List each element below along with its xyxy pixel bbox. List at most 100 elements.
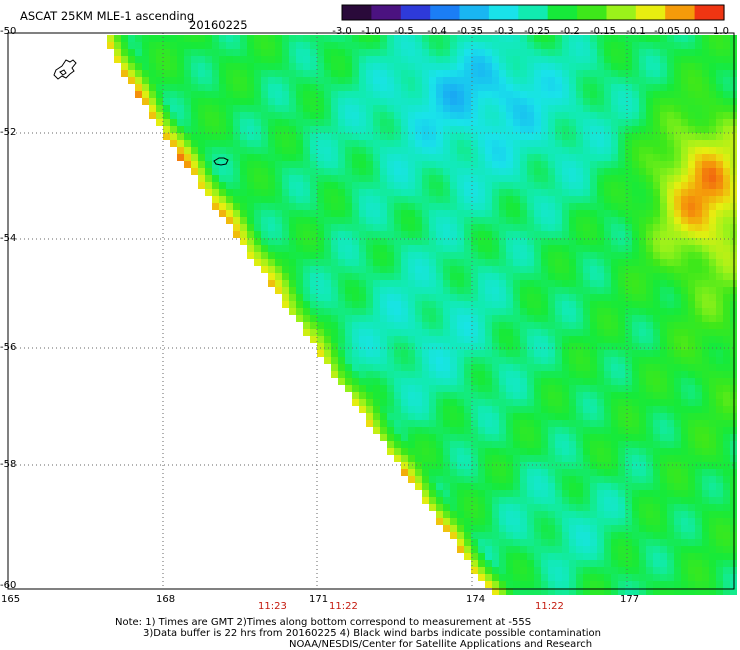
data-pixel <box>541 224 548 231</box>
data-pixel <box>576 252 583 259</box>
data-pixel <box>534 259 541 266</box>
data-pixel <box>534 35 541 42</box>
data-pixel <box>695 266 702 273</box>
data-pixel <box>590 105 597 112</box>
data-pixel <box>352 49 359 56</box>
data-pixel <box>450 259 457 266</box>
data-pixel <box>513 336 520 343</box>
data-pixel <box>548 91 555 98</box>
data-pixel <box>639 196 646 203</box>
data-pixel <box>149 98 156 105</box>
data-pixel <box>506 77 513 84</box>
data-pixel <box>548 322 555 329</box>
data-pixel <box>520 525 527 532</box>
data-pixel <box>289 84 296 91</box>
data-pixel <box>597 539 604 546</box>
data-pixel <box>380 245 387 252</box>
data-pixel <box>541 476 548 483</box>
data-pixel <box>387 294 394 301</box>
data-pixel <box>674 189 681 196</box>
data-pixel <box>660 56 667 63</box>
data-pixel <box>219 98 226 105</box>
data-pixel <box>569 77 576 84</box>
data-pixel <box>632 336 639 343</box>
data-pixel <box>681 546 688 553</box>
data-pixel <box>331 91 338 98</box>
data-pixel <box>317 287 324 294</box>
data-pixel <box>240 91 247 98</box>
data-pixel <box>135 42 142 49</box>
data-pixel <box>527 140 534 147</box>
data-pixel <box>268 126 275 133</box>
data-pixel <box>478 294 485 301</box>
data-pixel <box>625 147 632 154</box>
data-pixel <box>555 112 562 119</box>
data-pixel <box>604 476 611 483</box>
data-pixel <box>373 280 380 287</box>
data-pixel <box>478 217 485 224</box>
data-pixel <box>401 42 408 49</box>
data-pixel <box>527 455 534 462</box>
data-pixel <box>569 273 576 280</box>
data-pixel <box>499 161 506 168</box>
data-pixel <box>436 518 443 525</box>
data-pixel <box>625 224 632 231</box>
data-pixel <box>485 42 492 49</box>
data-pixel <box>618 476 625 483</box>
data-pixel <box>247 84 254 91</box>
data-pixel <box>282 196 289 203</box>
data-pixel <box>457 287 464 294</box>
data-pixel <box>450 350 457 357</box>
data-pixel <box>506 469 513 476</box>
data-pixel <box>688 91 695 98</box>
data-pixel <box>219 147 226 154</box>
data-pixel <box>492 259 499 266</box>
data-pixel <box>282 182 289 189</box>
data-pixel <box>604 168 611 175</box>
data-pixel <box>240 105 247 112</box>
data-pixel <box>632 462 639 469</box>
data-pixel <box>513 231 520 238</box>
data-pixel <box>583 490 590 497</box>
data-pixel <box>702 399 709 406</box>
data-pixel <box>317 77 324 84</box>
data-pixel <box>443 427 450 434</box>
data-pixel <box>674 420 681 427</box>
data-pixel <box>688 441 695 448</box>
data-pixel <box>723 378 730 385</box>
data-pixel <box>639 343 646 350</box>
data-pixel <box>569 350 576 357</box>
data-pixel <box>674 336 681 343</box>
data-pixel <box>618 266 625 273</box>
data-pixel <box>611 441 618 448</box>
data-pixel <box>723 336 730 343</box>
data-pixel <box>702 567 709 574</box>
data-pixel <box>485 518 492 525</box>
data-pixel <box>352 252 359 259</box>
data-pixel <box>688 35 695 42</box>
data-pixel <box>520 168 527 175</box>
data-pixel <box>653 406 660 413</box>
data-pixel <box>457 140 464 147</box>
data-pixel <box>702 560 709 567</box>
data-pixel <box>429 266 436 273</box>
data-pixel <box>429 385 436 392</box>
data-pixel <box>555 371 562 378</box>
data-pixel <box>583 483 590 490</box>
data-pixel <box>695 448 702 455</box>
data-pixel <box>415 161 422 168</box>
data-pixel <box>618 126 625 133</box>
data-pixel <box>527 469 534 476</box>
data-pixel <box>485 413 492 420</box>
data-pixel <box>408 133 415 140</box>
data-pixel <box>681 112 688 119</box>
data-pixel <box>268 161 275 168</box>
data-pixel <box>499 511 506 518</box>
data-pixel <box>569 448 576 455</box>
data-pixel <box>331 105 338 112</box>
data-pixel <box>429 147 436 154</box>
data-pixel <box>583 245 590 252</box>
data-pixel <box>471 322 478 329</box>
data-pixel <box>401 189 408 196</box>
data-pixel <box>618 434 625 441</box>
